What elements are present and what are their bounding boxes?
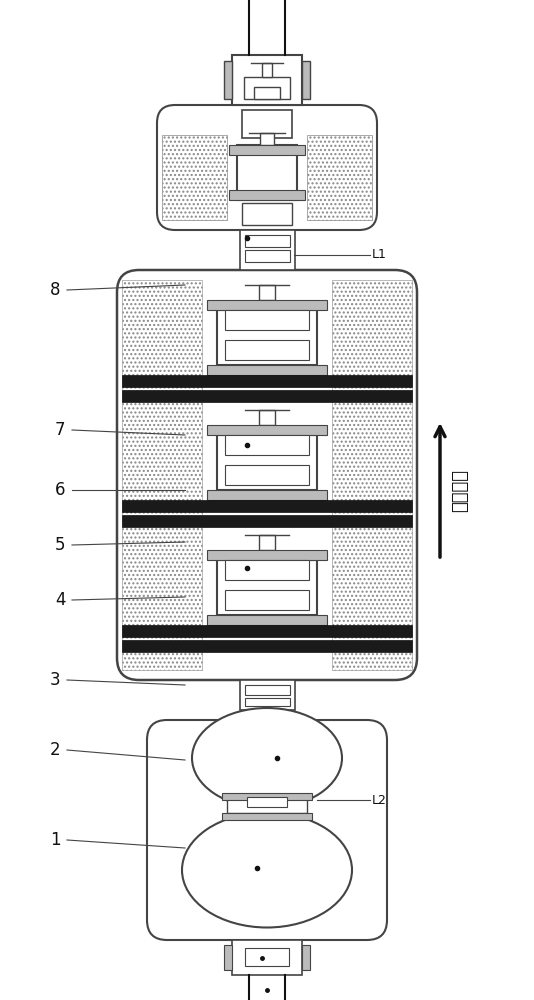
Bar <box>217 435 317 490</box>
Bar <box>237 145 297 200</box>
Bar <box>232 55 302 105</box>
Bar <box>259 535 275 550</box>
Bar <box>207 490 327 500</box>
Text: 8: 8 <box>50 281 60 299</box>
Text: L2: L2 <box>372 794 387 806</box>
Bar <box>229 190 305 200</box>
Bar <box>207 300 327 310</box>
Bar <box>240 680 295 710</box>
Bar <box>242 110 292 138</box>
Bar <box>227 795 307 813</box>
Bar <box>224 61 232 99</box>
Bar <box>247 797 287 807</box>
Bar <box>225 435 309 455</box>
Bar <box>332 280 412 670</box>
Bar <box>207 550 327 560</box>
Bar <box>122 390 412 402</box>
FancyBboxPatch shape <box>157 105 377 230</box>
Text: 7: 7 <box>55 421 65 439</box>
Bar <box>225 340 309 360</box>
Text: 6: 6 <box>55 481 65 499</box>
Bar <box>245 235 290 247</box>
Bar <box>122 640 412 652</box>
Bar <box>245 698 290 706</box>
Bar <box>302 945 310 970</box>
Bar <box>244 77 290 99</box>
Bar <box>240 230 295 270</box>
Bar <box>302 61 310 99</box>
Bar <box>307 135 372 220</box>
Bar <box>225 465 309 485</box>
Text: 1: 1 <box>50 831 60 849</box>
Bar <box>259 285 275 300</box>
Bar <box>224 945 232 970</box>
Bar <box>242 203 292 225</box>
Bar <box>245 948 289 966</box>
Text: L1: L1 <box>372 248 387 261</box>
Bar <box>229 145 305 155</box>
Text: 输送方向: 输送方向 <box>451 468 469 512</box>
Bar <box>122 280 202 670</box>
Bar <box>207 615 327 625</box>
Bar <box>222 793 312 800</box>
Bar <box>217 310 317 365</box>
Ellipse shape <box>182 812 352 928</box>
Bar <box>222 813 312 820</box>
Bar <box>162 135 227 220</box>
Bar <box>254 87 280 99</box>
Bar <box>262 63 272 77</box>
Bar <box>122 375 412 387</box>
FancyBboxPatch shape <box>117 270 417 680</box>
Bar <box>217 560 317 615</box>
Bar <box>225 560 309 580</box>
Bar <box>232 940 302 975</box>
Bar <box>207 425 327 435</box>
Bar <box>207 365 327 375</box>
Bar <box>245 250 290 262</box>
Ellipse shape <box>192 708 342 808</box>
Bar <box>225 590 309 610</box>
FancyBboxPatch shape <box>147 720 387 940</box>
Text: 4: 4 <box>55 591 65 609</box>
Text: 3: 3 <box>50 671 60 689</box>
Bar <box>122 500 412 512</box>
Text: 2: 2 <box>50 741 60 759</box>
Bar <box>260 133 274 145</box>
Bar <box>245 685 290 695</box>
Bar <box>225 310 309 330</box>
Text: 5: 5 <box>55 536 65 554</box>
Bar <box>122 625 412 637</box>
Bar <box>122 515 412 527</box>
Bar <box>259 410 275 425</box>
